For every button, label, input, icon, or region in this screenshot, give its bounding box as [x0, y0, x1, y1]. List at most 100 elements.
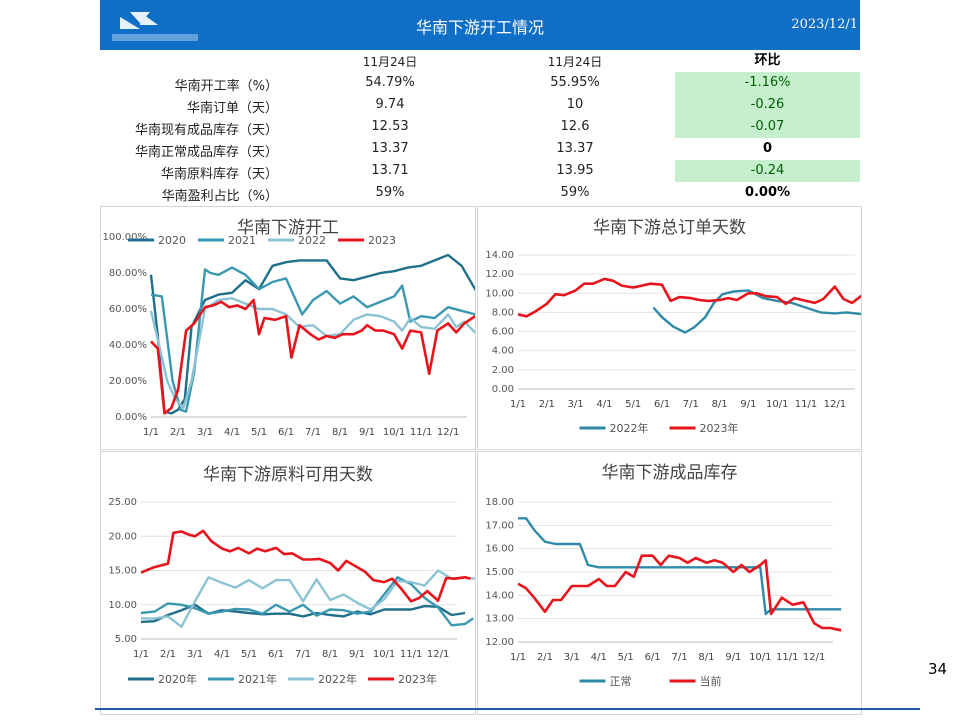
y-tick-label: 14.00	[485, 590, 514, 601]
summary-row: 华南订单（天） 9.74 10 -0.26	[100, 94, 860, 116]
x-tick-label: 12/1	[824, 399, 846, 410]
legend-item: 2021	[198, 234, 256, 247]
x-tick-label: 10/1	[766, 399, 788, 410]
series-line-1	[517, 554, 842, 632]
legend-label: 2023年	[700, 421, 739, 435]
series-line-3	[140, 529, 471, 603]
summary-row-value-2: 12.6	[560, 119, 590, 134]
header-bar: 华南下游开工情况 2023/12/1	[100, 0, 860, 50]
y-tick-label: 10.00	[108, 600, 137, 611]
legend-item: 2022	[268, 234, 326, 247]
x-tick-label: 4/1	[214, 649, 230, 660]
col-header-change: 环比	[754, 53, 781, 68]
x-tick-label: 2/1	[160, 649, 176, 660]
x-tick-label: 6/1	[268, 649, 284, 660]
summary-row-value-1: 13.37	[371, 141, 409, 156]
x-tick-label: 2/1	[537, 652, 553, 663]
y-tick-label: 2.00	[492, 365, 514, 376]
legend-item: 2020	[128, 234, 186, 247]
summary-row-value-1: 13.71	[371, 163, 409, 178]
summary-row-value-1: 9.74	[375, 97, 405, 112]
legend-label: 2020年	[158, 672, 197, 686]
y-tick-label: 5.00	[115, 634, 137, 645]
chart-panel-operating-rate: 华南下游开工 0.00% 20.00% 40.00% 60.00% 80.00% 100.0…	[100, 206, 476, 450]
summary-row-value-1: 59%	[375, 185, 405, 200]
page-number: 34	[928, 660, 948, 678]
chart-operating-rate: 华南下游开工 0.00% 20.00% 40.00% 60.00% 80.00% 100.0…	[103, 218, 475, 438]
y-tick-label: 8.00	[492, 307, 514, 318]
x-tick-label: 9/1	[359, 427, 375, 438]
chart-panel-finished-inventory: 华南下游成品库存 12.00 13.00 14.00 15.00 16.00 17.00 18…	[477, 451, 862, 715]
y-tick-label: 18.00	[485, 497, 514, 508]
summary-row: 华南现有成品库存（天） 12.53 12.6 -0.07	[100, 116, 860, 138]
legend-item: 正常	[579, 675, 632, 688]
legend-label: 当前	[700, 674, 722, 688]
summary-row-value-1: 54.79%	[365, 75, 415, 90]
x-tick-label: 8/1	[322, 649, 338, 660]
x-tick-label: 9/1	[740, 399, 756, 410]
y-tick-label: 6.00	[492, 327, 514, 338]
y-tick-label: 25.00	[108, 497, 137, 508]
y-tick-label: 20.00	[108, 531, 137, 542]
summary-row-value-2: 13.37	[556, 141, 594, 156]
y-tick-label: 80.00%	[109, 268, 147, 279]
x-tick-label: 7/1	[671, 652, 687, 663]
legend-label: 2023年	[398, 672, 437, 686]
x-tick-label: 8/1	[698, 652, 714, 663]
x-tick-label: 7/1	[683, 399, 699, 410]
summary-row-label: 华南原料库存（天）	[160, 167, 278, 182]
x-tick-label: 12/1	[803, 652, 825, 663]
legend-item: 当前	[669, 674, 722, 688]
x-tick-label: 11/1	[400, 649, 422, 660]
y-tick-label: 15.00	[108, 566, 137, 577]
x-tick-label: 11/1	[776, 652, 798, 663]
y-tick-label: 14.00	[485, 250, 514, 261]
chart-raw-material-days: 华南下游原料可用天数 5.00 10.00 15.00 20.00 25.00 1/1 2/1…	[108, 465, 475, 686]
x-tick-label: 12/1	[437, 427, 459, 438]
legend-item: 2022年	[288, 672, 357, 686]
chart-title: 华南下游开工	[237, 218, 339, 238]
legend-label: 2022	[298, 234, 326, 247]
chart-finished-inventory: 华南下游成品库存 12.00 13.00 14.00 15.00 16.00 17.00 18…	[485, 463, 842, 688]
chart-panel-order-days: 华南下游总订单天数 0.00 2.00 4.00 6.00 8.00 10.00 12.00 1…	[477, 206, 862, 450]
summary-row-change: -0.26	[675, 94, 860, 116]
x-tick-label: 7/1	[305, 427, 321, 438]
x-tick-label: 5/1	[241, 649, 257, 660]
summary-row: 华南原料库存（天） 13.71 13.95 -0.24	[100, 160, 860, 182]
x-tick-label: 12/1	[427, 649, 449, 660]
y-tick-label: 16.00	[485, 544, 514, 555]
legend-item: 2023	[338, 234, 396, 247]
series-line-0	[518, 517, 842, 616]
header-title: 华南下游开工情况	[415, 18, 544, 37]
x-tick-label: 3/1	[564, 652, 580, 663]
y-tick-label: 4.00	[492, 346, 514, 357]
x-tick-label: 1/1	[143, 427, 159, 438]
summary-row-value-2: 10	[566, 97, 584, 112]
x-tick-label: 6/1	[654, 399, 670, 410]
company-logo	[112, 12, 198, 41]
x-tick-label: 2/1	[170, 427, 186, 438]
y-tick-label: 12.00	[485, 637, 514, 648]
summary-row-change: 0	[762, 141, 773, 156]
legend-item: 2021年	[208, 672, 277, 686]
y-tick-label: 40.00%	[109, 340, 147, 351]
legend-label: 2022年	[610, 421, 649, 435]
summary-header-row: 11月24日 11月24日 环比	[100, 50, 860, 72]
x-tick-label: 4/1	[224, 427, 240, 438]
x-tick-label: 1/1	[510, 399, 526, 410]
summary-row: 华南开工率（%） 54.79% 55.95% -1.16%	[100, 72, 860, 94]
chart-title: 华南下游成品库存	[602, 463, 738, 483]
series-line-3	[150, 298, 475, 415]
series-line-1	[517, 277, 861, 318]
summary-row-value-2: 59%	[560, 185, 590, 200]
x-tick-label: 9/1	[725, 652, 741, 663]
summary-row-label: 华南开工率（%）	[174, 79, 278, 94]
y-tick-label: 0.00%	[115, 412, 147, 423]
series-line-0	[140, 603, 466, 624]
legend-item: 2023年	[368, 672, 437, 686]
summary-row-label: 华南现有成品库存（天）	[134, 123, 278, 138]
summary-row: 华南盈利占比（%） 59% 59% 0.00%	[100, 182, 860, 204]
x-tick-label: 3/1	[187, 649, 203, 660]
x-tick-label: 10/1	[373, 649, 395, 660]
x-tick-label: 1/1	[133, 649, 149, 660]
